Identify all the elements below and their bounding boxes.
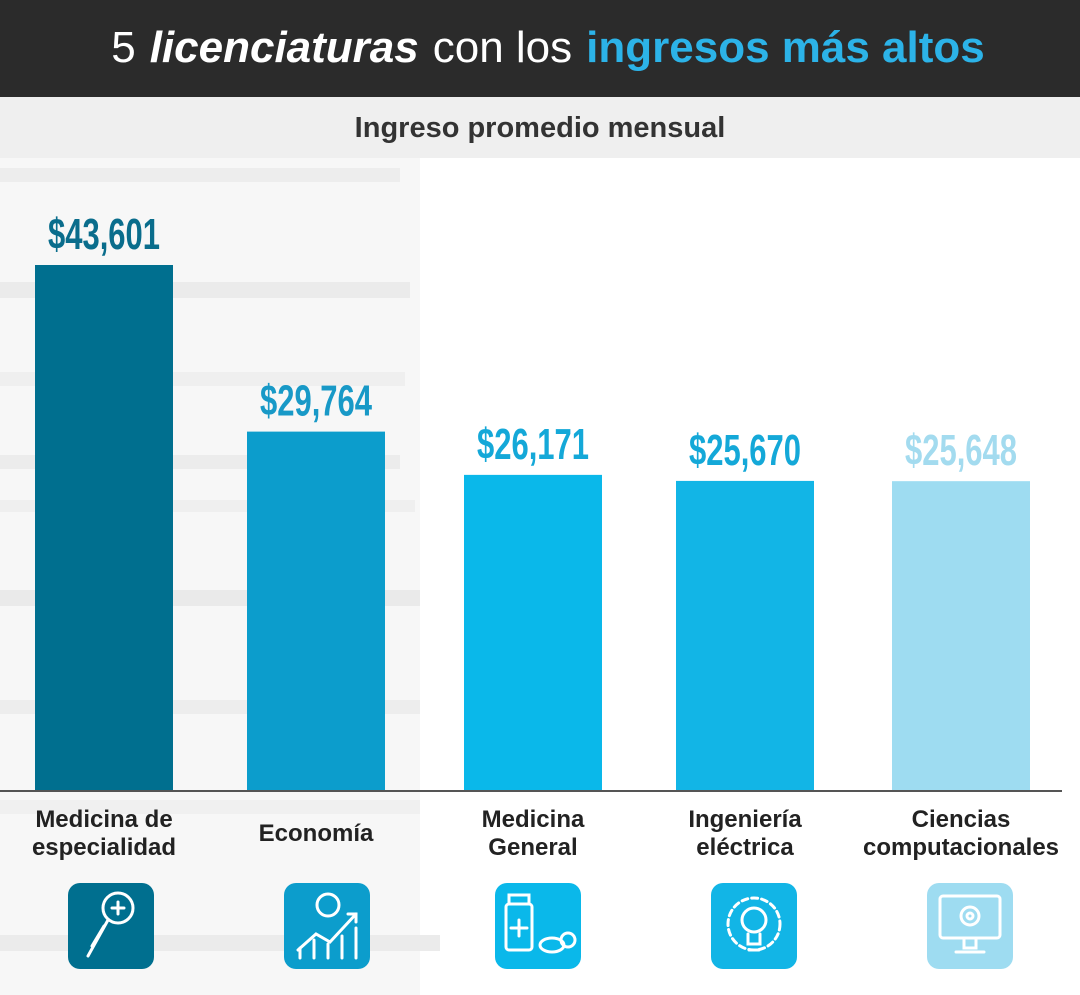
title-part: licenciaturas (150, 23, 419, 72)
bar (35, 265, 173, 790)
title-part: ingresos más altos (586, 23, 985, 72)
bar (676, 480, 814, 790)
value-label: $43,601 (48, 210, 160, 259)
category-label: Ingeniería eléctrica (688, 806, 802, 861)
subtitle-bg (0, 97, 1080, 158)
value-label: $25,648 (905, 426, 1017, 475)
icon-scalpel (68, 883, 154, 969)
chart-title: 5 licenciaturas con los ingresos más altos (111, 23, 985, 72)
icon-bulb (711, 883, 797, 969)
icon-medicine (495, 883, 581, 969)
icons (68, 883, 1013, 969)
category-label: Economía (258, 820, 374, 847)
bar (247, 431, 385, 790)
category-label: Medicina General (481, 806, 585, 861)
bar (892, 481, 1030, 790)
value-label: $29,764 (260, 377, 372, 426)
category-label: Medicina de especialidad (31, 806, 177, 861)
value-label: $26,171 (477, 420, 589, 469)
category-label: Ciencias computacionales (862, 806, 1060, 861)
icon-computer (927, 883, 1013, 969)
title-part: 5 (111, 23, 135, 72)
title-part: con los (433, 23, 572, 72)
chart-subtitle: Ingreso promedio mensual (355, 112, 726, 144)
value-label: $25,670 (689, 426, 801, 475)
icon-economy (284, 883, 370, 969)
bar (464, 474, 602, 790)
header-bg (0, 0, 1080, 97)
